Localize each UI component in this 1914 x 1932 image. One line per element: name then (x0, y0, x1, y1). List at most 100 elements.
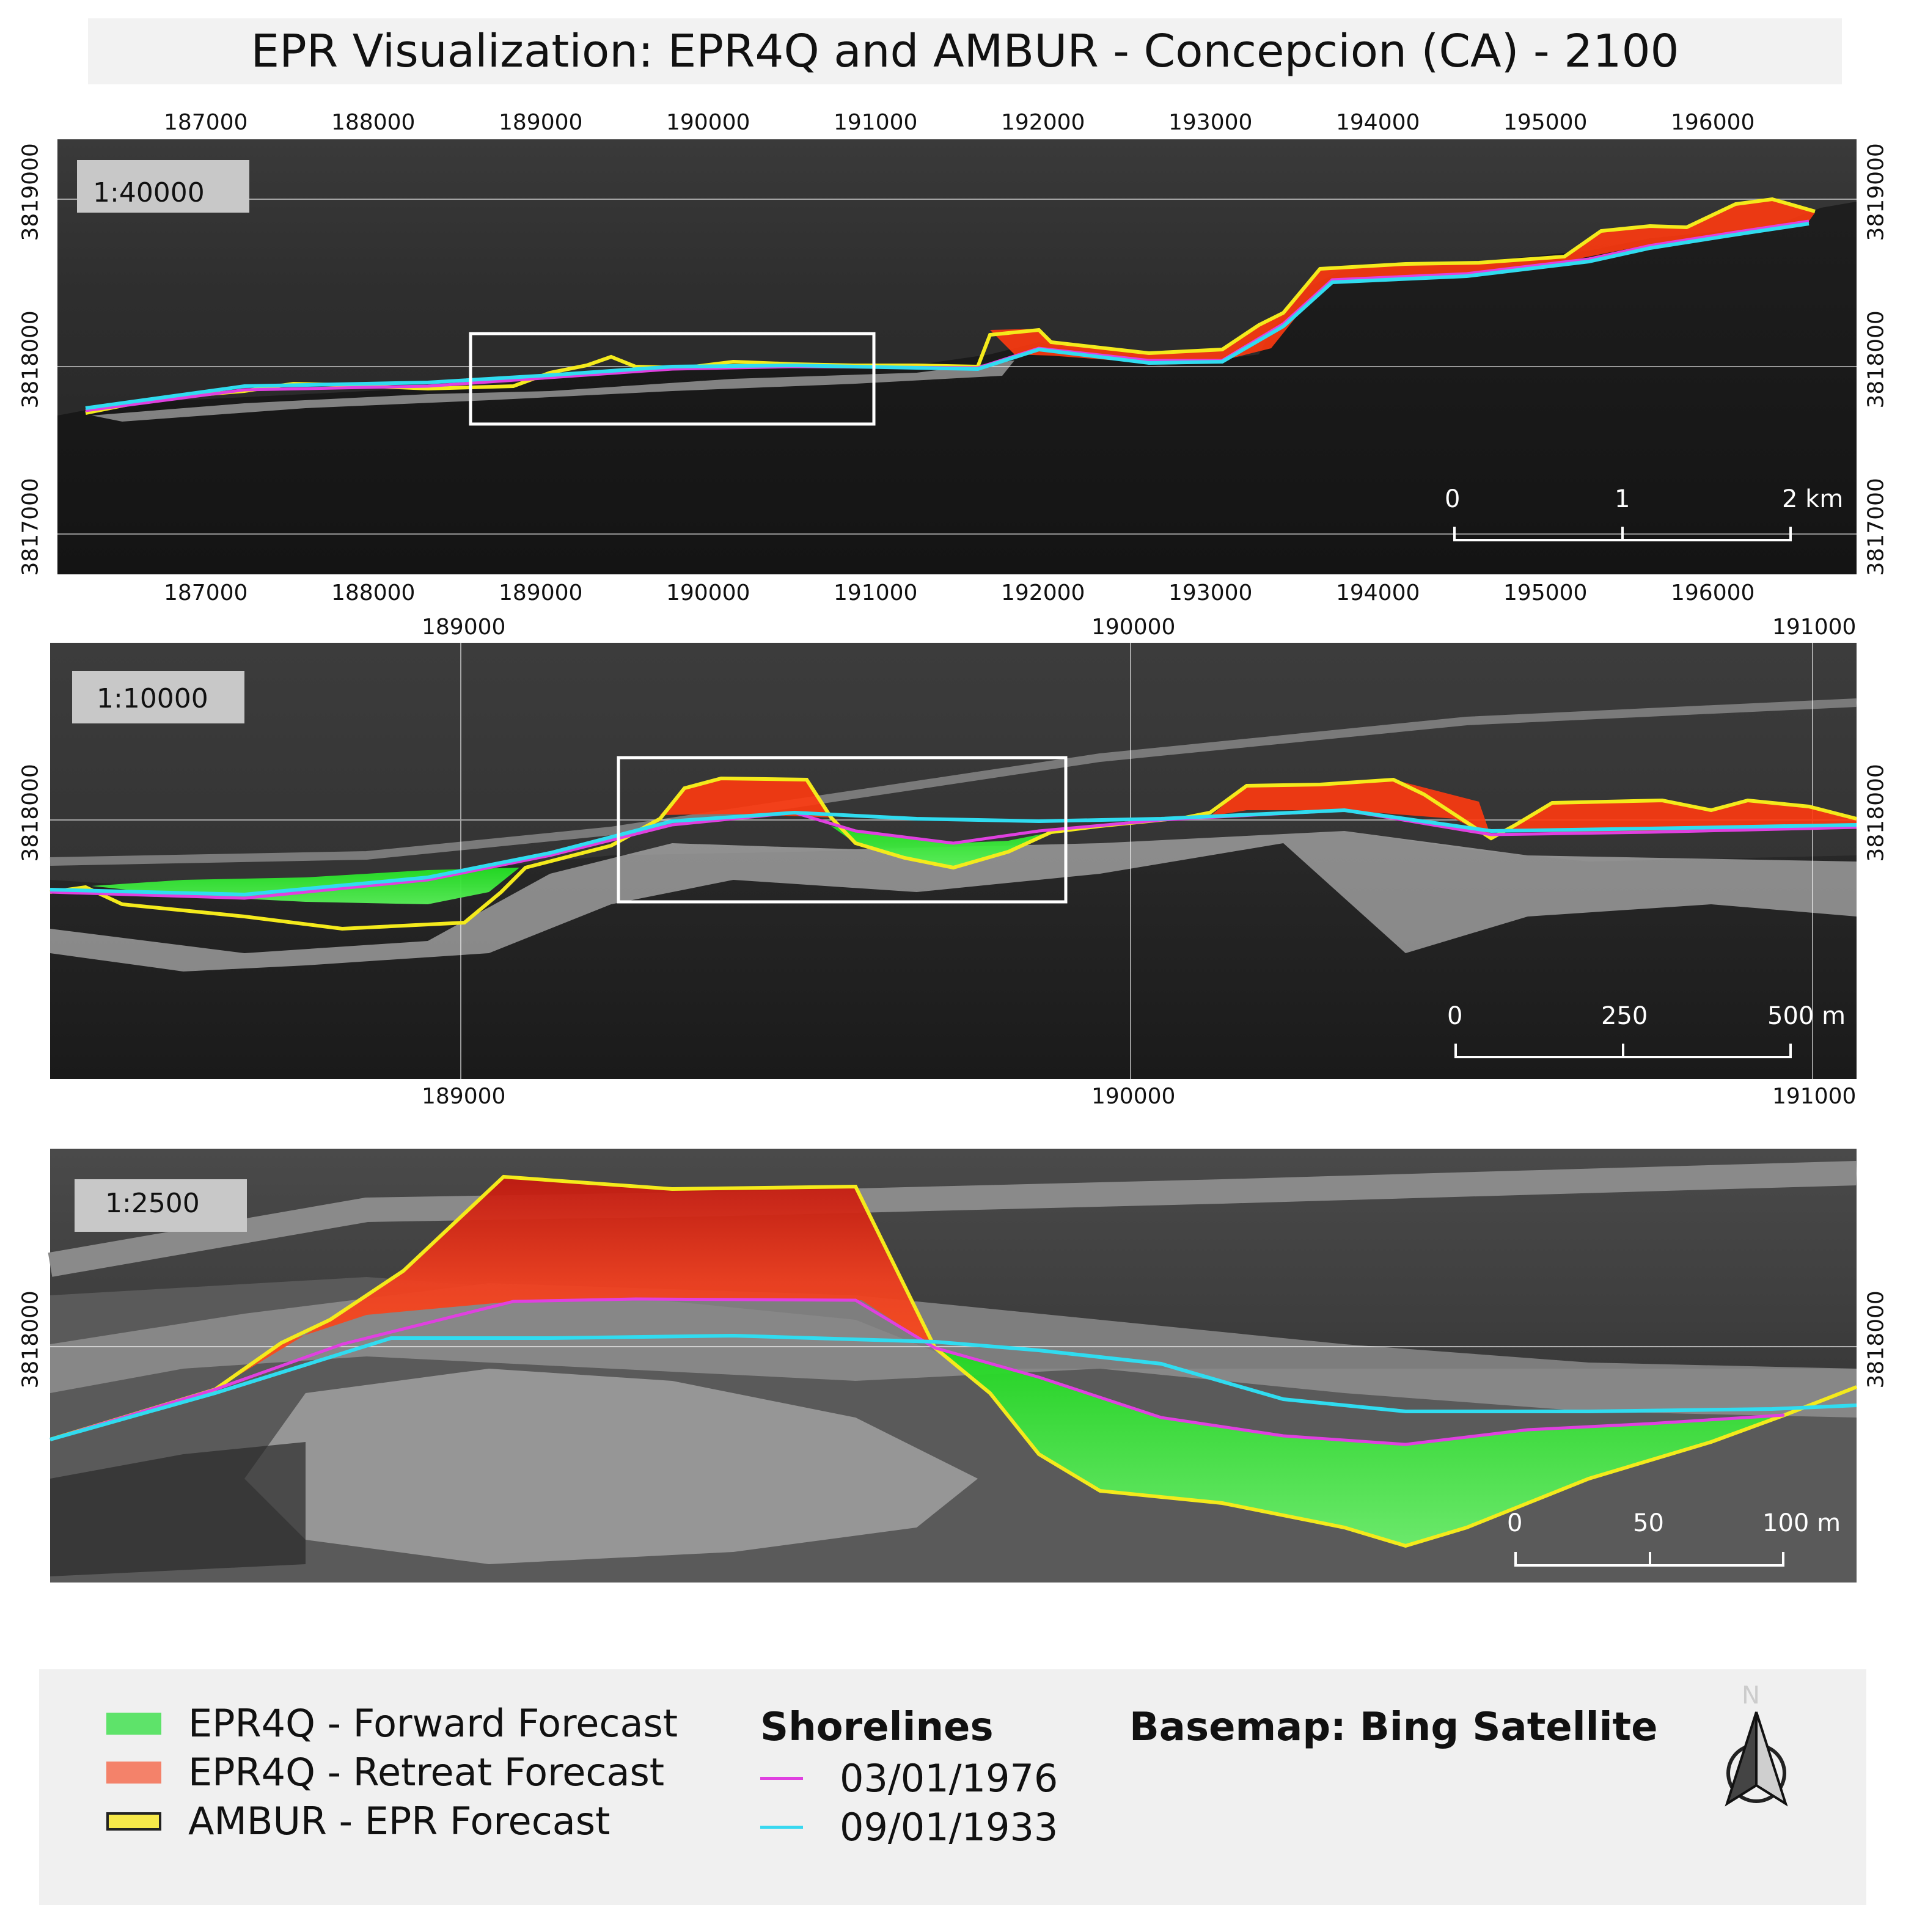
legend-line (760, 1826, 803, 1829)
y-tick: 3817000 (1863, 478, 1889, 576)
x-tick: 189000 (422, 1084, 506, 1109)
x-tick: 191000 (834, 110, 918, 135)
retreat-forecast-area (990, 200, 1815, 363)
x-tick: 193000 (1168, 110, 1253, 135)
y-tick: 3819000 (18, 143, 43, 241)
x-tick: 192000 (1001, 580, 1085, 606)
x-tick: 196000 (1671, 110, 1755, 135)
retreat-forecast-area (660, 778, 831, 818)
scalebar-label: 100 m (1762, 1509, 1841, 1537)
x-tick: 190000 (1091, 615, 1176, 640)
basemap-label: Basemap: Bing Satellite (1129, 1705, 1658, 1750)
inset-extent-box (617, 756, 1068, 904)
ambur-forecast-line (50, 776, 1857, 931)
x-tick: 196000 (1671, 580, 1755, 606)
map-panel-mid (50, 643, 1857, 1079)
legend-label: 09/01/1933 (840, 1805, 1058, 1850)
shoreline-1976-line (50, 808, 1857, 900)
y-tick: 3818000 (1863, 1290, 1889, 1389)
scale-label-box (77, 160, 249, 213)
x-tick: 188000 (331, 110, 416, 135)
scale-label-box (75, 1179, 247, 1232)
legend-label: AMBUR - EPR Forecast (188, 1799, 610, 1843)
x-tick: 188000 (331, 580, 416, 606)
legend-swatch (106, 1761, 161, 1784)
map-panel-detail (48, 1149, 1858, 1583)
scalebar-label: 0 (1447, 1002, 1463, 1030)
north-label: N (1742, 1681, 1760, 1710)
x-tick: 194000 (1336, 110, 1420, 135)
scalebar-label: 1 (1615, 485, 1630, 513)
y-tick: 3818000 (18, 1290, 43, 1389)
legend-swatch (106, 1712, 161, 1735)
surf-zone (50, 831, 1857, 971)
scalebar-label: 0 (1445, 485, 1461, 513)
x-tick: 191000 (834, 580, 918, 606)
x-tick: 190000 (1091, 1084, 1176, 1109)
ambur-forecast-line (50, 1174, 1858, 1548)
legend-item-retreat: EPR4Q - Retreat Forecast (106, 1750, 664, 1795)
legend-item-1976: 03/01/1976 (760, 1756, 1058, 1801)
x-tick: 189000 (499, 110, 583, 135)
legend-label: EPR4Q - Forward Forecast (188, 1701, 678, 1746)
x-tick: 194000 (1336, 580, 1420, 606)
x-tick: 195000 (1503, 580, 1588, 606)
x-tick: 187000 (164, 580, 248, 606)
x-tick: 189000 (499, 580, 583, 606)
scalebar-label: 0 (1507, 1509, 1523, 1537)
rock-outcrop (244, 1369, 978, 1564)
shoreline-1976-line (50, 1297, 1785, 1446)
y-tick: 3819000 (1863, 143, 1889, 241)
x-tick: 190000 (666, 580, 750, 606)
shoreline-1933-line (50, 808, 1857, 897)
scale-label-box (72, 671, 244, 723)
north-arrow-graphic (1725, 1711, 1788, 1807)
north-arrow-icon: N (1714, 1681, 1799, 1816)
x-tick: 187000 (164, 110, 248, 135)
map-panel-overview (57, 139, 1857, 574)
legend-item-ambur: AMBUR - EPR Forecast (106, 1799, 610, 1843)
title-bar: EPR Visualization: EPR4Q and AMBUR - Con… (88, 18, 1842, 84)
road (50, 698, 1857, 866)
shoreline-1933-line (50, 1333, 1857, 1441)
legend: EPR4Q - Forward Forecast EPR4Q - Retreat… (39, 1669, 1866, 1905)
x-tick: 192000 (1001, 110, 1085, 135)
x-tick: 193000 (1168, 580, 1253, 606)
y-tick: 3818000 (18, 764, 43, 862)
legend-label: 03/01/1976 (840, 1756, 1058, 1801)
inset-extent-box (469, 332, 876, 426)
map-title: EPR Visualization: EPR4Q and AMBUR - Con… (251, 25, 1679, 78)
legend-item-1933: 09/01/1933 (760, 1805, 1058, 1850)
legend-item-forward: EPR4Q - Forward Forecast (106, 1701, 678, 1746)
forward-forecast-area (935, 1348, 1784, 1546)
beach (50, 1283, 1857, 1418)
scalebar-label: 500 m (1767, 1002, 1846, 1030)
x-tick: 195000 (1503, 110, 1588, 135)
scalebar-label: 250 (1601, 1002, 1648, 1030)
legend-label: EPR4Q - Retreat Forecast (188, 1750, 665, 1795)
scale-ratio-label: 1:40000 (93, 177, 205, 208)
land-basemap (50, 643, 1857, 892)
shoreline-1976-line (85, 219, 1810, 412)
x-tick: 191000 (1772, 1084, 1857, 1109)
scalebar-label: 50 (1633, 1509, 1664, 1537)
surf-zone (92, 360, 1014, 422)
x-tick: 191000 (1772, 615, 1857, 640)
y-tick: 3818000 (18, 310, 43, 409)
x-tick: 190000 (666, 110, 750, 135)
scalebar-label: 2 km (1782, 485, 1844, 513)
scale-ratio-label: 1:10000 (97, 683, 208, 714)
shoreline-1933-line (85, 222, 1810, 410)
legend-line (760, 1777, 803, 1780)
retreat-forecast-area (215, 1177, 935, 1389)
shorelines-heading: Shorelines (760, 1705, 994, 1750)
land-basemap (57, 139, 1857, 415)
forward-forecast-area (831, 826, 1051, 868)
scalebar (1454, 1044, 1792, 1058)
scalebar (1514, 1552, 1784, 1567)
retreat-forecast-area (1503, 800, 1857, 832)
legend-swatch (106, 1812, 161, 1831)
ocean-basemap (50, 1442, 306, 1576)
scale-ratio-label: 1:2500 (105, 1188, 200, 1219)
y-tick: 3818000 (1863, 310, 1889, 409)
